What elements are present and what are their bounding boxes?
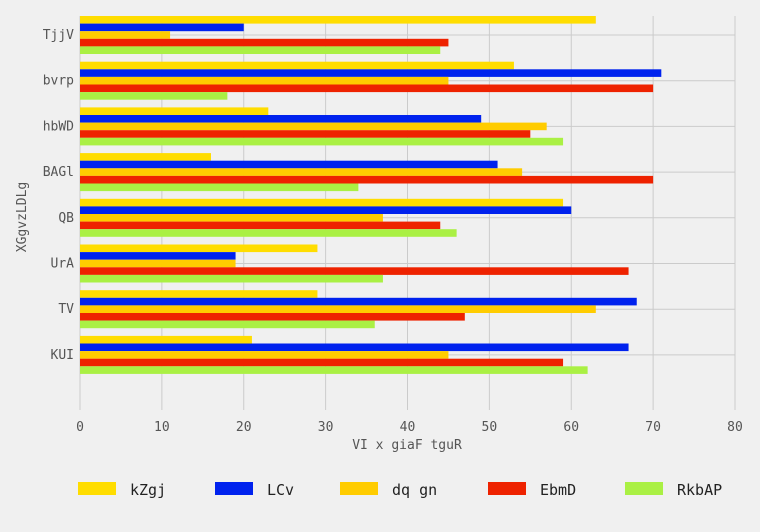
bar xyxy=(80,229,457,237)
y-tick-label: KUI xyxy=(51,348,74,363)
legend-label: EbmD xyxy=(540,481,576,499)
bar xyxy=(80,31,171,39)
x-tick-label: 40 xyxy=(400,420,416,435)
bar xyxy=(80,290,318,298)
bar xyxy=(80,305,596,313)
legend-swatch xyxy=(488,482,526,495)
bar xyxy=(80,107,269,115)
x-tick-label: 60 xyxy=(563,420,579,435)
x-tick-labels: 0 10 20 30 40 50 60 70 80 xyxy=(76,420,743,435)
bar xyxy=(80,23,244,32)
bar xyxy=(80,297,637,306)
y-tick-label: QB xyxy=(58,211,74,226)
bar xyxy=(80,61,514,70)
y-tick-label: UrA xyxy=(51,257,75,272)
bar xyxy=(80,46,441,54)
y-tick-label: TjjV xyxy=(43,28,74,43)
y-tick-label: hbWD xyxy=(43,119,74,134)
bar xyxy=(80,92,228,100)
x-axis-label: VI x giaF tguR xyxy=(352,438,462,453)
legend-label: RkbAP xyxy=(677,481,722,499)
bar xyxy=(80,244,318,253)
bars xyxy=(80,16,662,374)
bar xyxy=(80,351,449,359)
x-tick-label: 80 xyxy=(727,420,743,435)
bar xyxy=(80,358,564,367)
legend-label: dq gn xyxy=(392,481,437,499)
y-tick-labels: TjjV bvrp hbWD BAGl QB UrA TV KUI xyxy=(43,28,74,363)
bar xyxy=(80,153,211,161)
legend-label: LCv xyxy=(267,481,294,499)
legend-label: kZgj xyxy=(130,481,166,499)
y-tick-label: bvrp xyxy=(43,74,74,89)
bar xyxy=(80,183,359,192)
bar xyxy=(80,274,383,283)
legend-swatch xyxy=(215,482,253,495)
x-tick-label: 30 xyxy=(318,420,334,435)
bar xyxy=(80,259,236,268)
bar xyxy=(80,252,236,260)
bar xyxy=(80,76,449,85)
y-tick-label: BAGl xyxy=(43,165,74,180)
x-tick-label: 50 xyxy=(482,420,498,435)
bar xyxy=(80,16,596,24)
bar xyxy=(80,38,449,47)
legend-swatch xyxy=(625,482,663,495)
bar xyxy=(80,313,465,321)
bar xyxy=(80,206,572,214)
bar xyxy=(80,160,498,169)
bar xyxy=(80,320,375,329)
bar xyxy=(80,84,654,93)
bar xyxy=(80,168,523,176)
x-tick-label: 70 xyxy=(645,420,661,435)
bar xyxy=(80,137,564,146)
bar xyxy=(80,130,531,138)
x-tick-label: 0 xyxy=(76,420,84,435)
y-tick-label: TV xyxy=(58,302,74,317)
bar xyxy=(80,69,662,77)
bar xyxy=(80,335,252,344)
bar xyxy=(80,221,441,230)
bar xyxy=(80,115,482,123)
legend-swatch xyxy=(340,482,378,495)
bar xyxy=(80,343,629,352)
x-tick-label: 20 xyxy=(236,420,252,435)
legend-swatch xyxy=(78,482,116,495)
y-axis-label: XGgvzLDLg xyxy=(15,182,30,252)
bar xyxy=(80,122,547,131)
bar xyxy=(80,267,629,275)
bar xyxy=(80,366,588,374)
bar xyxy=(80,175,654,184)
bar xyxy=(80,214,383,222)
bar xyxy=(80,198,564,207)
x-tick-label: 10 xyxy=(154,420,170,435)
legend: kZgj LCv dq gn EbmD RkbAP xyxy=(78,481,722,499)
